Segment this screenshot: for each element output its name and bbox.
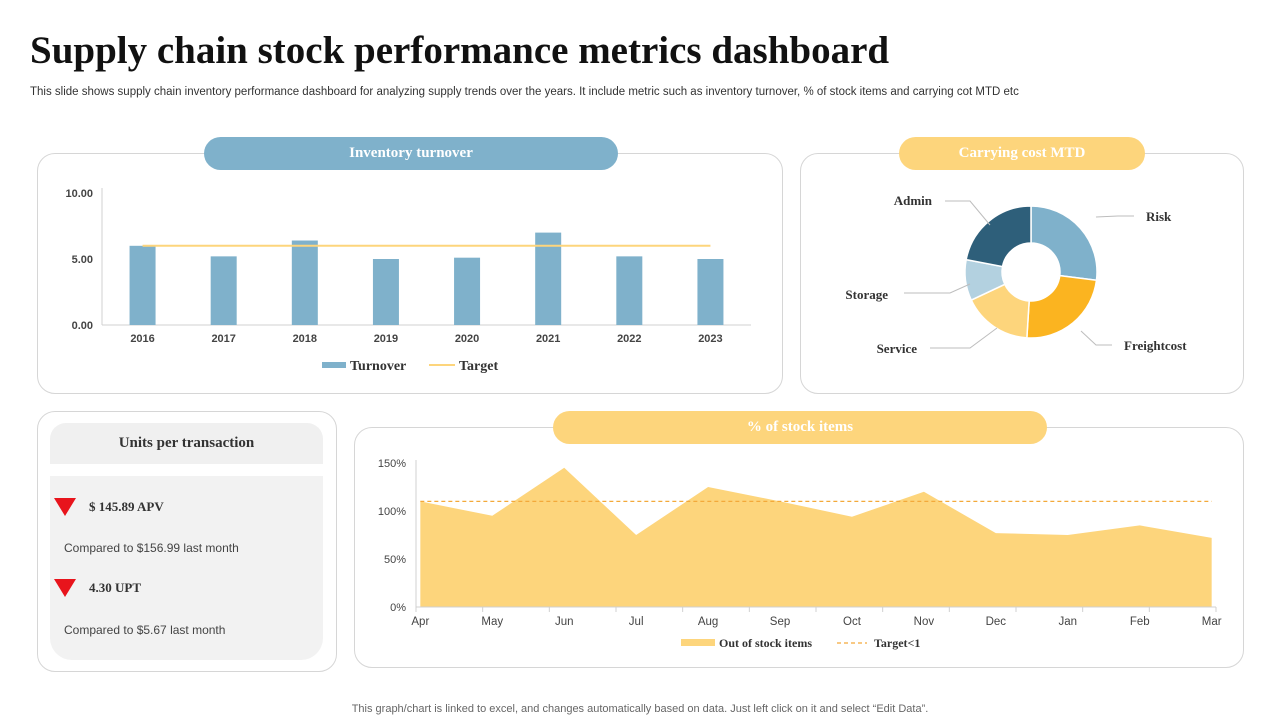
x-tick-label: Nov xyxy=(914,616,935,628)
x-tick-label: May xyxy=(481,616,503,628)
pie-leader-line xyxy=(904,283,971,294)
legend-out-of-stock-swatch xyxy=(681,639,715,646)
x-tick-label: 2016 xyxy=(130,333,154,345)
bar-turnover xyxy=(535,232,562,325)
pie-leader-line xyxy=(1080,330,1112,346)
legend-out-of-stock-label: Out of stock items xyxy=(719,636,812,650)
stock-items-chart: 0% 50% 100% 150% Apr May Jun Jul Aug Sep Oct Nov Dec… xyxy=(378,458,1222,650)
bar-turnover xyxy=(210,256,237,325)
x-tick-label: Mar xyxy=(1202,616,1222,628)
x-tick-label: 2018 xyxy=(293,333,317,345)
y-tick-label: 5.00 xyxy=(72,254,93,266)
pie-label-risk: Risk xyxy=(1146,209,1172,224)
bar-turnover xyxy=(372,259,399,325)
bar-turnover xyxy=(454,257,481,325)
bar-turnover xyxy=(129,245,156,325)
area-out-of-stock xyxy=(420,467,1212,607)
down-arrow-icon xyxy=(54,498,76,516)
legend-target-label: Target xyxy=(459,359,498,374)
x-tick-label: Jan xyxy=(1059,616,1078,628)
x-tick-label: 2021 xyxy=(536,333,560,345)
x-tick-label: 2023 xyxy=(698,333,722,345)
x-tick-label: 2022 xyxy=(617,333,641,345)
footer-note: This graph/chart is linked to excel, and… xyxy=(351,703,929,715)
inventory-turnover-panel xyxy=(37,153,783,394)
legend-turnover-label: Turnover xyxy=(350,359,406,374)
pie-label-storage: Storage xyxy=(845,287,888,302)
x-tick-label: Apr xyxy=(411,616,429,628)
legend-turnover-swatch xyxy=(322,362,346,368)
y-tick-label: 150% xyxy=(378,458,406,470)
y-tick-label: 50% xyxy=(384,554,406,566)
x-tick-label: Jul xyxy=(629,616,644,628)
x-tick-label: Sep xyxy=(770,616,790,628)
bar-turnover xyxy=(697,259,724,325)
x-tick-label: Dec xyxy=(986,616,1007,628)
pie-leader-line xyxy=(1095,215,1134,218)
pie-label-service: Service xyxy=(877,341,918,356)
x-tick-label: Jun xyxy=(555,616,574,628)
x-tick-label: Aug xyxy=(698,616,718,628)
pie-leader-line xyxy=(945,200,991,226)
pie-slice-freightcost xyxy=(1026,274,1098,339)
y-tick-label: 100% xyxy=(378,506,406,518)
upt-comparison: Compared to $5.67 last month xyxy=(64,623,226,637)
y-tick-label: 10.00 xyxy=(65,188,93,200)
pie-slice-admin xyxy=(965,205,1032,268)
x-tick-label: Oct xyxy=(843,616,862,628)
x-tick-label: 2019 xyxy=(374,333,398,345)
inventory-turnover-title: Inventory turnover xyxy=(204,137,618,170)
pie-leader-line xyxy=(930,327,998,349)
inventory-turnover-chart: 0.00 5.00 10.00 2016 2017 2018 2019 2020 2021 202… xyxy=(65,188,751,374)
legend-target-label: Target<1 xyxy=(874,636,920,650)
carrying-cost-panel xyxy=(800,153,1244,394)
carrying-cost-chart: Risk Freightcost Service Storage Admin xyxy=(845,193,1187,356)
carrying-cost-title: Carrying cost MTD xyxy=(899,137,1145,170)
units-per-transaction-body xyxy=(50,476,323,660)
x-tick-label: 2020 xyxy=(455,333,479,345)
bar-turnover xyxy=(291,240,318,325)
y-tick-label: 0% xyxy=(390,602,406,614)
x-tick-label: Feb xyxy=(1130,616,1150,628)
apv-comparison: Compared to $156.99 last month xyxy=(64,541,239,555)
units-per-transaction-title: Units per transaction xyxy=(50,423,323,464)
pie-label-admin: Admin xyxy=(894,193,933,208)
x-tick-label: 2017 xyxy=(211,333,235,345)
y-tick-label: 0.00 xyxy=(72,320,93,332)
down-arrow-icon xyxy=(54,579,76,597)
pie-label-freightcost: Freightcost xyxy=(1124,338,1187,353)
bar-turnover xyxy=(616,256,643,325)
pie-slice-risk xyxy=(1030,205,1098,282)
upt-value: 4.30 UPT xyxy=(89,580,141,595)
page-title: Supply chain stock performance metrics d… xyxy=(30,29,890,72)
stock-items-title: % of stock items xyxy=(553,411,1047,444)
page-subtitle: This slide shows supply chain inventory … xyxy=(30,86,1019,98)
apv-value: $ 145.89 APV xyxy=(89,499,164,514)
